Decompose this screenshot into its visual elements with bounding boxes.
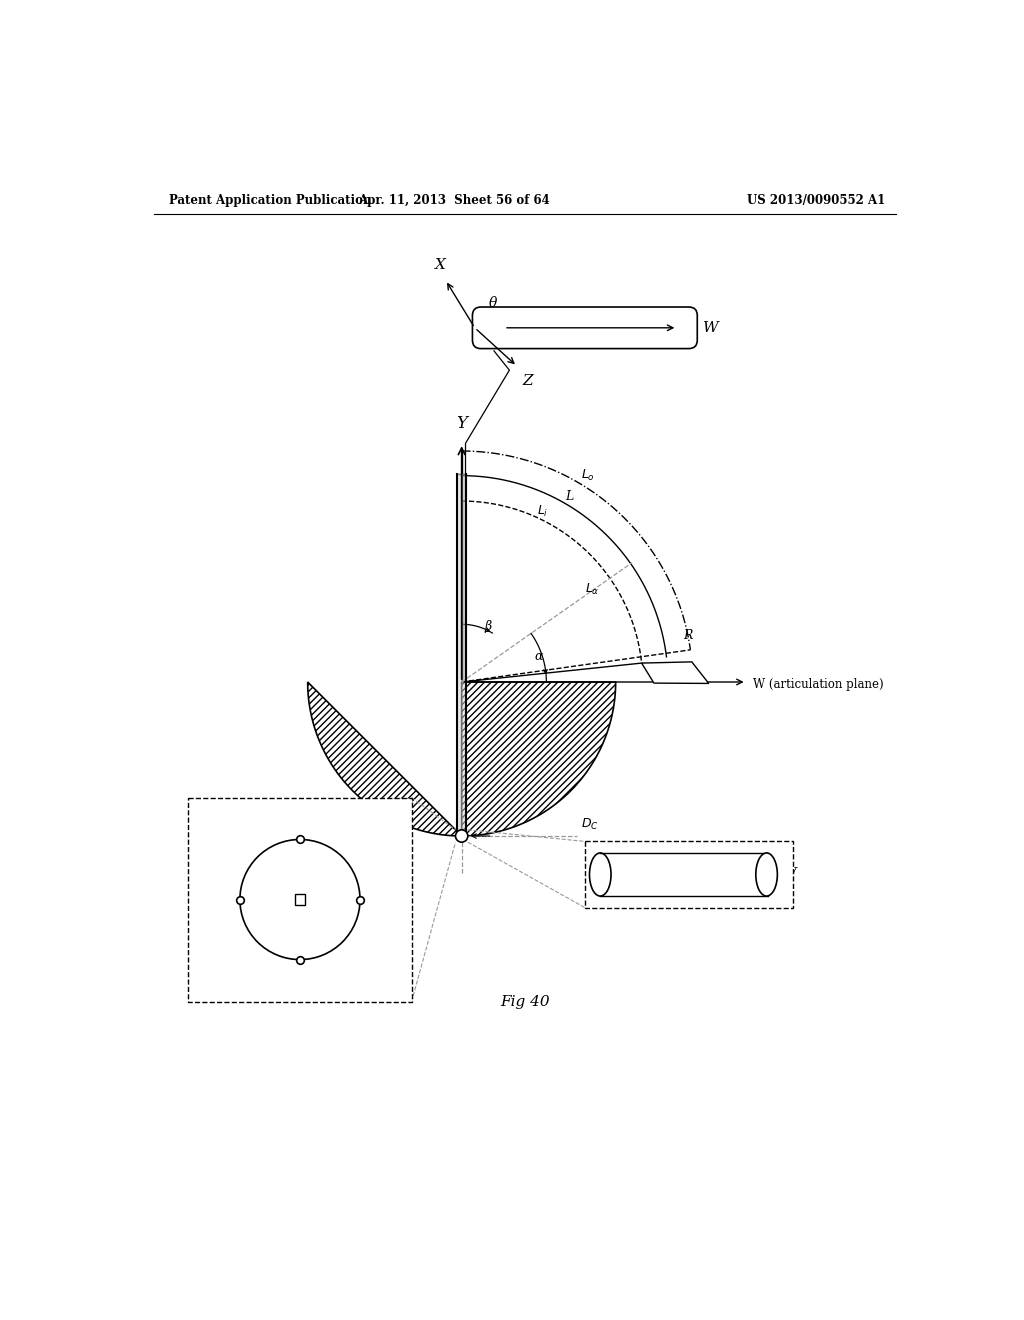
Text: $L_i$: $L_i$ <box>537 504 548 519</box>
Ellipse shape <box>590 853 611 896</box>
Text: Z: Z <box>522 374 534 388</box>
Text: $+\Delta L_Z$: $+\Delta L_Z$ <box>370 882 398 896</box>
Text: α: α <box>535 651 544 664</box>
Polygon shape <box>642 661 709 684</box>
Text: $+\Delta L_X$: $+\Delta L_X$ <box>286 973 314 987</box>
Text: W: W <box>781 867 797 882</box>
Text: Fig 40: Fig 40 <box>500 994 550 1008</box>
Text: $L_\alpha$: $L_\alpha$ <box>585 582 599 597</box>
Text: X: X <box>435 259 446 272</box>
Text: θ: θ <box>316 873 325 886</box>
FancyBboxPatch shape <box>472 308 697 348</box>
Text: US 2013/0090552 A1: US 2013/0090552 A1 <box>746 194 885 207</box>
Ellipse shape <box>756 853 777 896</box>
Text: R: R <box>683 630 693 643</box>
Text: W: W <box>702 321 718 335</box>
Text: Apr. 11, 2013  Sheet 56 of 64: Apr. 11, 2013 Sheet 56 of 64 <box>358 194 550 207</box>
Bar <box>295 894 305 906</box>
Text: X: X <box>343 944 352 957</box>
Text: $-\Delta L_Z$: $-\Delta L_Z$ <box>201 902 229 916</box>
Bar <box>585 841 793 908</box>
Text: θ: θ <box>488 296 497 310</box>
Bar <box>188 797 412 1002</box>
Text: L: L <box>565 490 573 503</box>
Text: Z: Z <box>345 843 353 857</box>
Text: Patent Application Publication: Patent Application Publication <box>169 194 372 207</box>
Text: W (articulation plane): W (articulation plane) <box>753 677 884 690</box>
Text: $D_C$: $D_C$ <box>581 817 599 832</box>
Circle shape <box>456 830 468 842</box>
Text: $L_o$: $L_o$ <box>581 469 595 483</box>
Text: β: β <box>484 619 492 632</box>
Circle shape <box>240 840 360 960</box>
Text: Y: Y <box>456 414 467 432</box>
Text: $-\Delta L_X$: $-\Delta L_X$ <box>201 882 229 896</box>
Polygon shape <box>307 682 615 836</box>
